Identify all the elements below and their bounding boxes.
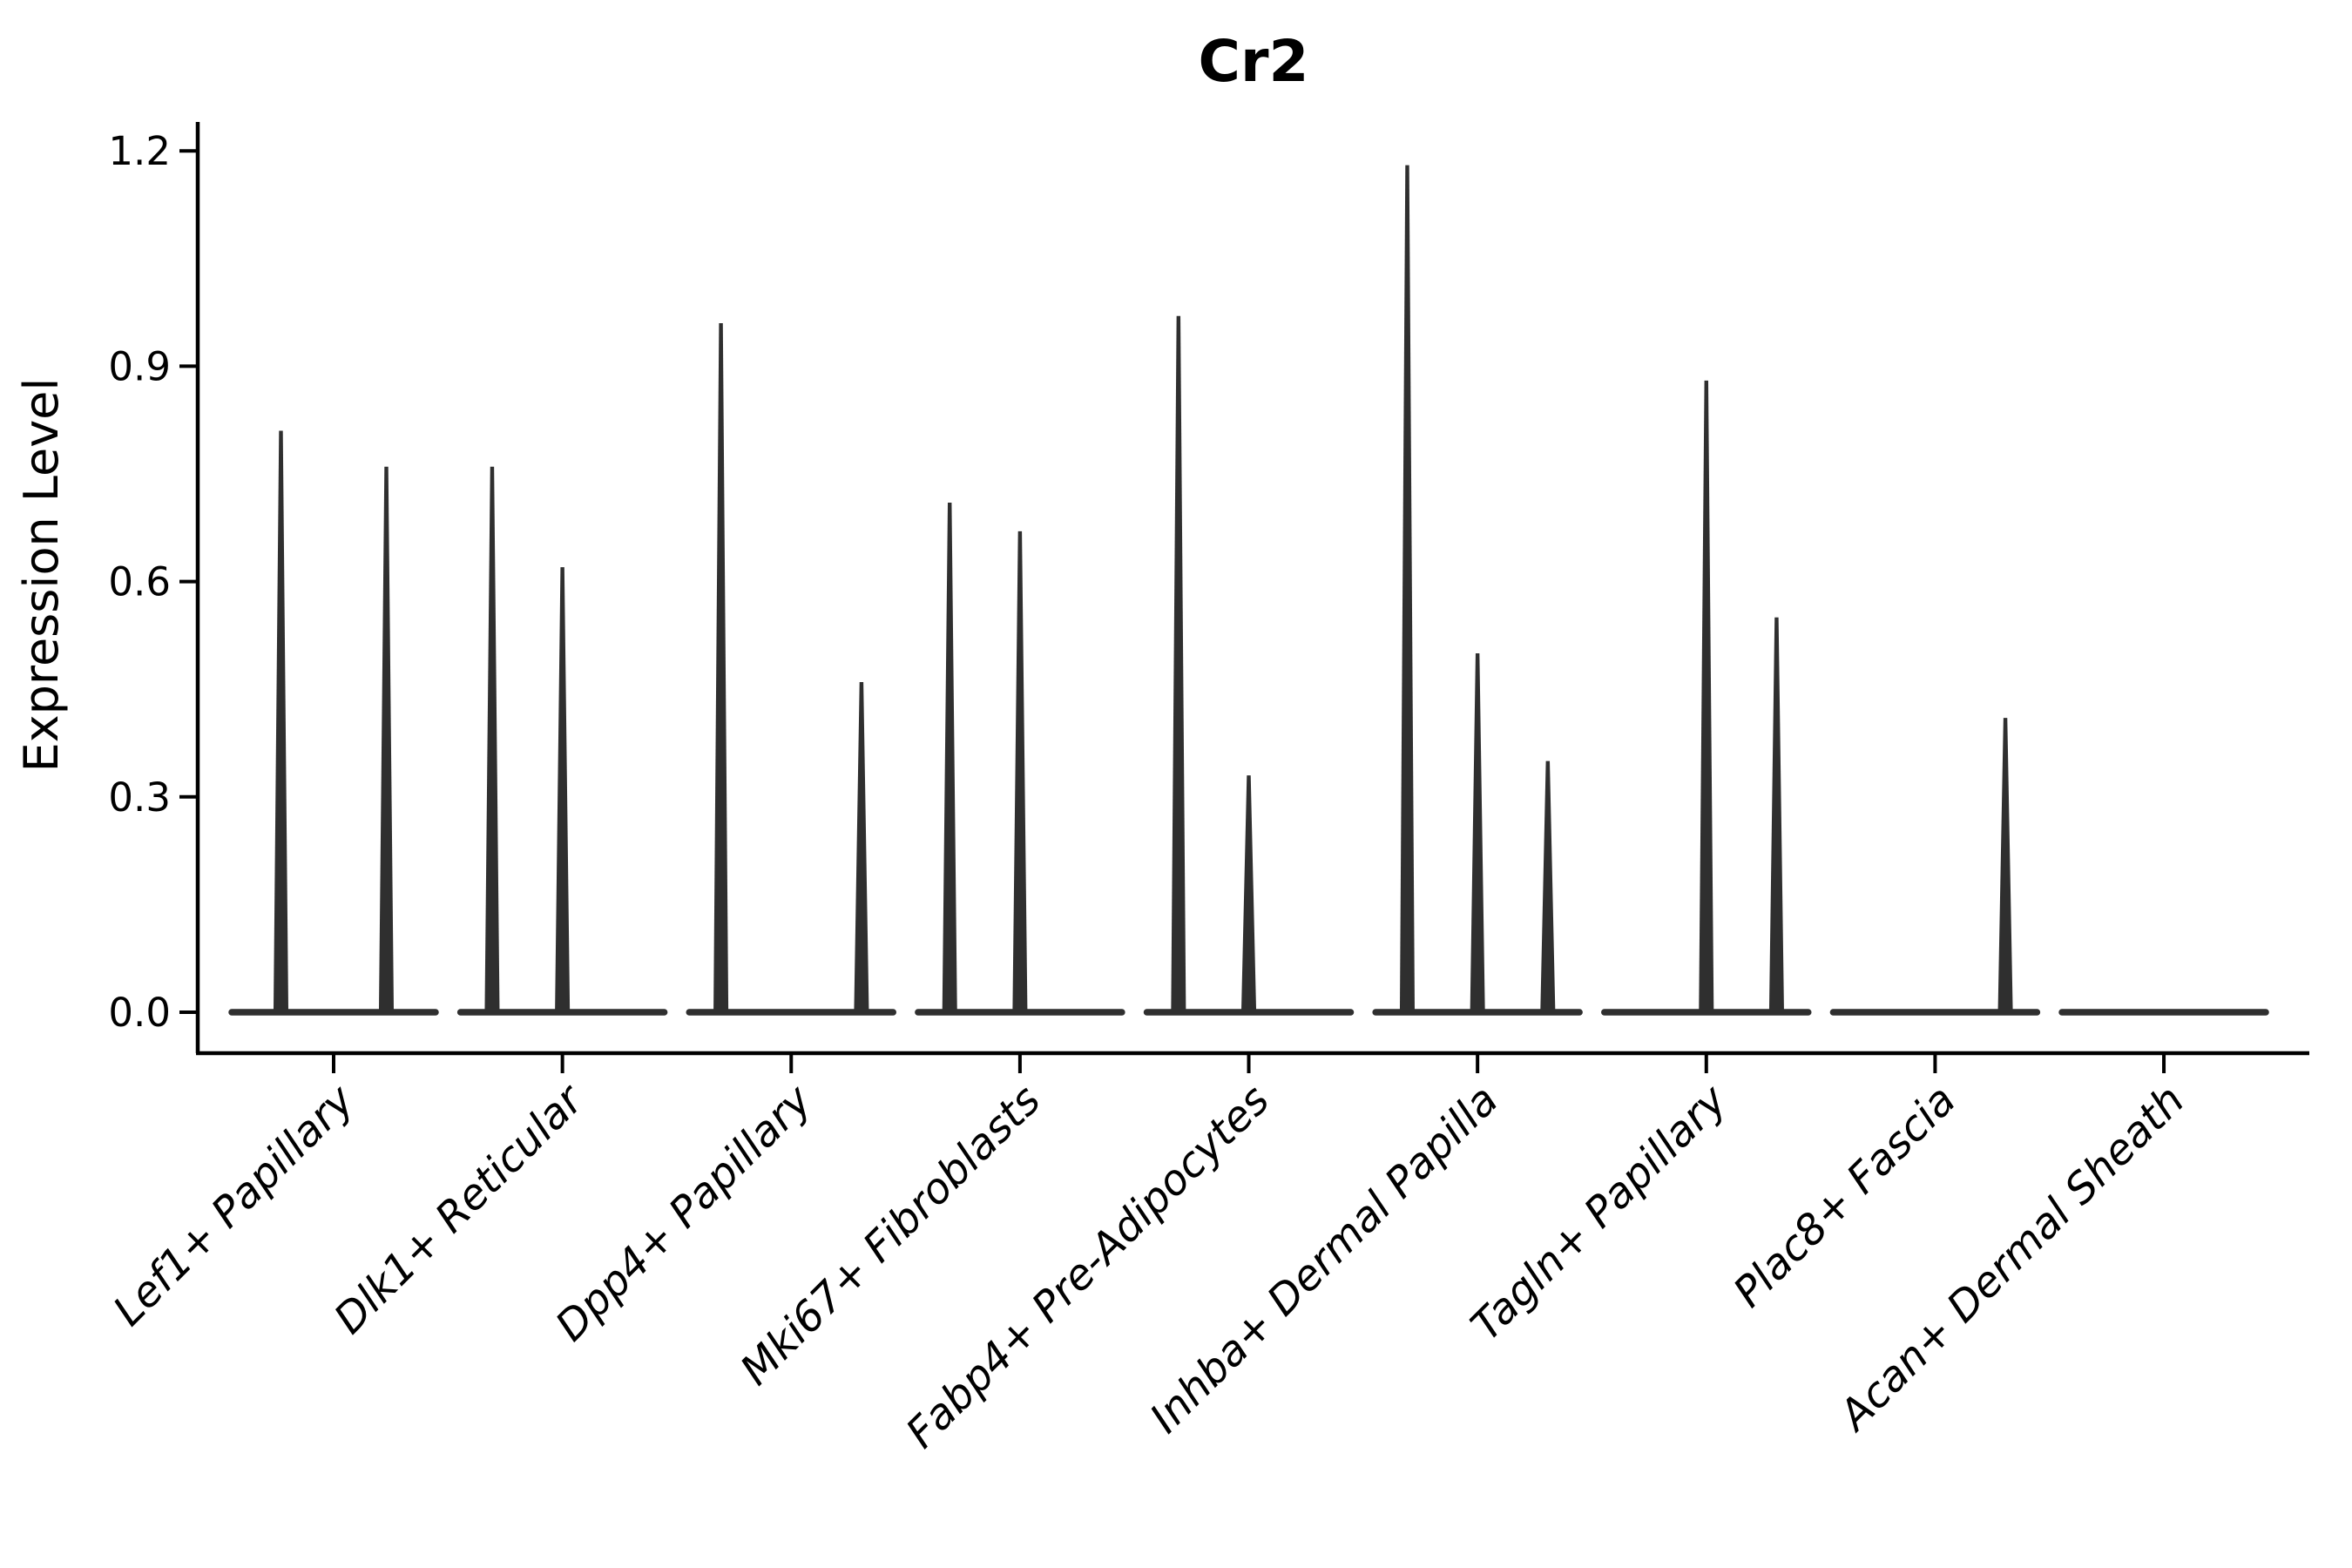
- violin-spike: [1768, 617, 1784, 1010]
- violin-spike: [379, 466, 394, 1010]
- chart-title: Cr2: [1199, 28, 1309, 95]
- violin-spike: [555, 567, 571, 1010]
- y-tick-label: 0.3: [108, 774, 171, 821]
- y-axis-label: Expression Level: [14, 378, 69, 773]
- violin-spike: [1399, 165, 1415, 1010]
- violin-spike: [484, 466, 500, 1010]
- violin-spike: [854, 681, 869, 1010]
- violin-spike: [1171, 315, 1186, 1010]
- violin-spike: [1540, 760, 1556, 1010]
- x-tick-label: Tagln+ Papillary: [1462, 1075, 1737, 1350]
- y-tick-label: 1.2: [108, 128, 171, 174]
- violin-spike: [1470, 653, 1485, 1010]
- violin-spike: [1997, 718, 2013, 1010]
- y-tick-label: 0.9: [108, 343, 171, 389]
- violin-layer: [228, 165, 2269, 1016]
- violin-spike: [1241, 775, 1257, 1010]
- x-tick-label: Dpp4+ Papillary: [546, 1075, 821, 1350]
- y-tick-label: 0.6: [108, 559, 171, 605]
- violin-spike: [1012, 531, 1028, 1010]
- x-tick-label: Plac8+ Fascia: [1724, 1076, 1965, 1317]
- x-tick-label: Fabp4+ Pre-Adipocytes: [896, 1076, 1279, 1458]
- violin-spike: [942, 502, 957, 1010]
- x-tick-label: Dlk1+ Reticular: [325, 1074, 595, 1344]
- violin-spike: [1699, 380, 1714, 1010]
- y-tick-label: 0.0: [108, 990, 171, 1036]
- violin-spike: [274, 430, 288, 1010]
- x-tick-label: Lef1+ Papillary: [104, 1075, 364, 1335]
- violin-spike: [713, 322, 729, 1010]
